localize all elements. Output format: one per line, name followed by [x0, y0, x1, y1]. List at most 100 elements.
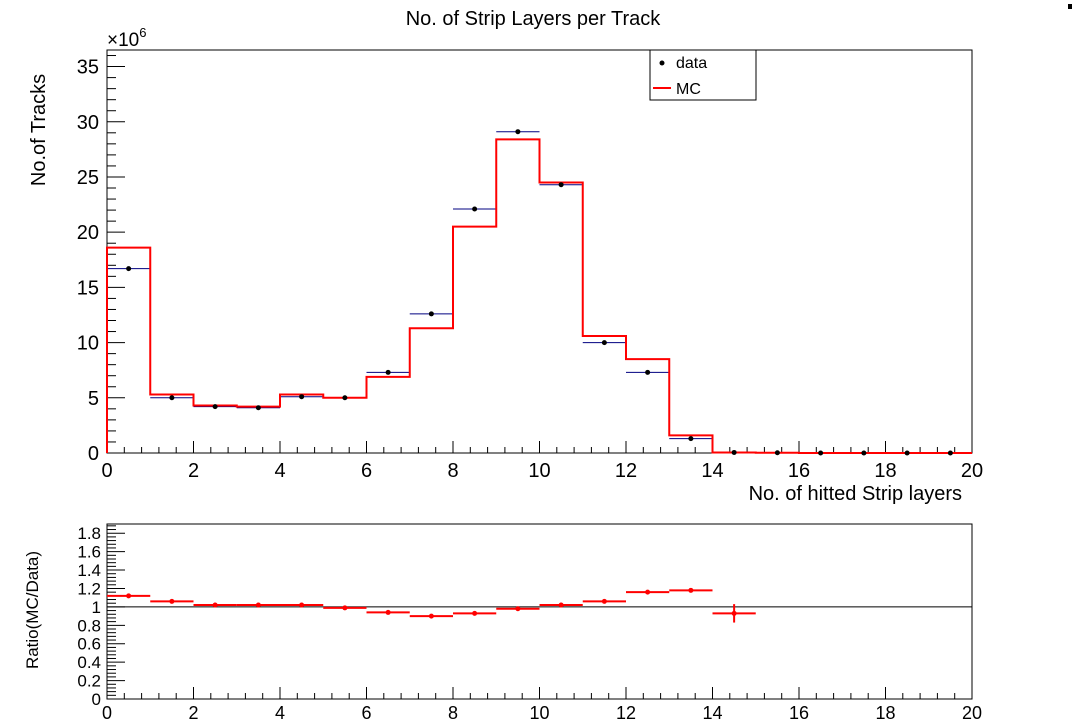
ratio-x-tick-label: 12 [616, 703, 636, 720]
ratio-plot-frame [106, 523, 973, 700]
ratio-point [342, 605, 348, 611]
data-point [342, 395, 348, 401]
ratio-x-tick-label: 8 [448, 703, 458, 720]
y-axis-label: No.of Tracks [28, 74, 50, 186]
main-y-axis: 0 5 10 15 20 25 30 35 [77, 55, 125, 465]
ratio-point [601, 598, 607, 604]
data-points [126, 129, 953, 456]
y-tick-label: 25 [77, 167, 99, 189]
x-tick-label: 14 [701, 460, 723, 482]
ratio-y-tick-label: 1.2 [77, 579, 101, 598]
y-tick-label: 5 [88, 388, 99, 410]
y-tick-label: 30 [77, 112, 99, 134]
ratio-y-tick-label: 1.4 [77, 561, 101, 580]
data-point [731, 449, 737, 455]
legend-mc-label: MC [676, 81, 701, 98]
x-tick-label: 8 [447, 460, 458, 482]
y-exponent: ×106 [107, 25, 146, 51]
ratio-y-tick-label: 0 [92, 690, 101, 709]
ratio-y-axis: 00.20.40.60.811.21.41.61.8 [77, 524, 125, 709]
legend-data-label: data [676, 55, 707, 72]
data-point [126, 266, 132, 272]
y-tick-label: 10 [77, 333, 99, 355]
data-point [558, 182, 564, 188]
x-tick-label: 0 [101, 460, 112, 482]
main-x-axis: 0 2 4 6 8 10 12 14 16 18 20 [101, 441, 983, 482]
ratio-x-tick-label: 16 [789, 703, 809, 720]
mc-step-line [106, 138, 972, 454]
x-tick-label: 20 [961, 460, 983, 482]
ratio-point [255, 602, 261, 608]
ratio-x-tick-label: 2 [188, 703, 198, 720]
ratio-x-tick-label: 18 [875, 703, 895, 720]
ratio-x-tick-label: 10 [529, 703, 549, 720]
x-tick-label: 18 [874, 460, 896, 482]
y-tick-label: 35 [77, 57, 99, 79]
ratio-y-tick-label: 0.6 [77, 635, 101, 654]
ratio-x-tick-label: 4 [275, 703, 285, 720]
ratio-y-tick-label: 0.2 [77, 672, 101, 691]
ratio-point [558, 602, 564, 608]
corner-marker [1068, 4, 1072, 9]
data-point [428, 311, 434, 317]
ratio-point [472, 610, 478, 616]
y-exponent-power: 6 [139, 25, 146, 40]
legend: data MC [649, 49, 757, 101]
ratio-point [385, 609, 391, 615]
ratio-x-tick-label: 0 [102, 703, 112, 720]
ratio-y-tick-label: 1.8 [77, 524, 101, 543]
x-tick-label: 6 [361, 460, 372, 482]
legend-data-marker [659, 60, 665, 66]
y-exponent-base: ×10 [107, 30, 139, 51]
ratio-y-tick-label: 1 [92, 598, 101, 617]
ratio-x-tick-label: 14 [702, 703, 722, 720]
x-tick-label: 16 [788, 460, 810, 482]
ratio-point [299, 602, 305, 608]
ratio-point [645, 589, 651, 595]
legend-box [649, 49, 757, 101]
ratio-x-tick-label: 6 [361, 703, 371, 720]
data-point [212, 404, 218, 410]
x-tick-label: 2 [188, 460, 199, 482]
data-point [299, 394, 305, 400]
data-point [515, 129, 521, 135]
y-tick-label: 0 [88, 443, 99, 465]
data-point [385, 369, 391, 375]
ratio-point [428, 613, 434, 619]
data-point [472, 206, 478, 212]
x-tick-label: 4 [274, 460, 285, 482]
data-point [861, 450, 867, 456]
ratio-point [688, 587, 694, 593]
ratio-x-axis: 0 2 4 6 8 10 12 14 16 18 20 [102, 687, 982, 720]
data-point [904, 450, 910, 456]
ratio-y-axis-label: Ratio(MC/Data) [23, 551, 42, 669]
ratio-y-tick-label: 0.8 [77, 616, 101, 635]
data-point [645, 369, 651, 375]
data-point [169, 395, 175, 401]
ratio-point [126, 593, 132, 599]
main-plot: No. of Strip Layers per Track 0510152025… [28, 8, 983, 505]
ratio-points [107, 587, 756, 623]
data-point [947, 450, 953, 456]
data-point [601, 340, 607, 346]
ratio-point [169, 598, 175, 604]
y-tick-label: 15 [77, 277, 99, 299]
x-axis-label: No. of hitted Strip layers [749, 483, 962, 505]
x-tick-label: 12 [615, 460, 637, 482]
chart-title: No. of Strip Layers per Track [406, 8, 662, 30]
x-tick-label: 10 [528, 460, 550, 482]
y-tick-label: 20 [77, 222, 99, 244]
ratio-x-tick-label: 20 [962, 703, 982, 720]
ratio-point [731, 610, 737, 616]
data-point [688, 436, 694, 442]
ratio-plot: 00.20.40.60.811.21.41.61.8 0 2 4 6 8 10 12 14 16… [23, 523, 982, 720]
main-plot-frame [106, 49, 973, 454]
data-point [255, 405, 261, 411]
ratio-point [212, 602, 218, 608]
data-point [774, 450, 780, 456]
ratio-point [515, 606, 521, 612]
ratio-y-tick-label: 0.4 [77, 653, 101, 672]
data-point [818, 450, 824, 456]
ratio-y-tick-label: 1.6 [77, 543, 101, 562]
